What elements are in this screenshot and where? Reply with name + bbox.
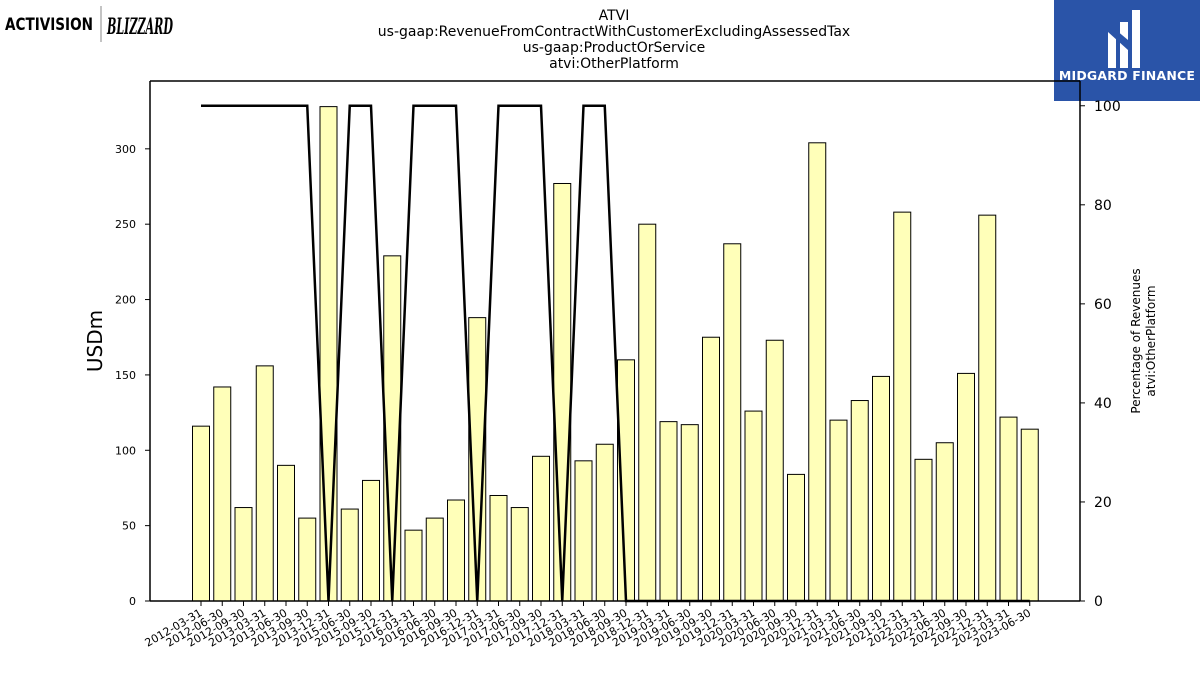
activision-blizzard-logo: ACTIVISION BLIZZARD — [4, 4, 176, 44]
x-axis-ticks: 2012-03-312012-06-302012-09-302013-03-31… — [143, 601, 1033, 650]
bar-2019-06-30 — [680, 424, 699, 602]
bar-2016-09-30 — [447, 499, 465, 602]
bar-2023-03-31 — [999, 416, 1018, 602]
bar-2021-06-30 — [850, 400, 869, 602]
bar-2015-06-30 — [340, 508, 359, 602]
bar-2022-03-31 — [914, 458, 933, 602]
bar-2013-12-31 — [319, 106, 338, 602]
bar-2016-06-30 — [425, 517, 444, 602]
title-line-2: us-gaap:RevenueFromContractWithCustomerE… — [378, 24, 850, 40]
y-tick-label: 50 — [122, 520, 136, 533]
y2-tick-label: 20 — [1094, 495, 1112, 511]
midgard-finance-logo: MIDGARD FINANCE — [1054, 0, 1200, 101]
activision-blizzard-logo-graphic: ACTIVISION BLIZZARD — [5, 6, 173, 42]
y-axis-label: USDm — [83, 310, 107, 372]
y2-tick-label: 40 — [1094, 396, 1112, 412]
bar-2022-12-31 — [978, 214, 997, 602]
y2-tick-label: 60 — [1094, 297, 1112, 313]
bar-2018-12-31 — [638, 223, 657, 602]
bar-2013-09-30 — [298, 517, 317, 602]
bar-2012-06-30 — [213, 386, 232, 602]
bar-2021-09-30 — [872, 375, 890, 602]
bar-2020-06-30 — [765, 339, 784, 602]
bar-2018-06-30 — [595, 443, 614, 602]
bar-2017-09-30 — [532, 455, 550, 602]
bar-2013-03-31 — [255, 365, 274, 602]
bar-series — [192, 106, 1039, 602]
chart-title: ATVI us-gaap:RevenueFromContractWithCust… — [378, 8, 850, 72]
bar-2022-06-30 — [935, 442, 954, 602]
y-tick-label: 250 — [115, 218, 136, 231]
bar-2012-03-31 — [192, 425, 210, 602]
bar-2012-09-30 — [234, 507, 253, 602]
bar-2015-12-31 — [383, 255, 402, 602]
bar-2022-09-30 — [957, 372, 975, 602]
y-tick-label: 300 — [115, 143, 136, 156]
bar-2021-12-31 — [893, 211, 912, 602]
bar-2017-03-31 — [489, 494, 508, 602]
bar-2020-12-31 — [808, 142, 827, 602]
bar-2017-12-31 — [553, 182, 572, 602]
title-line-3: us-gaap:ProductOrService — [523, 40, 706, 56]
bar-2021-03-31 — [829, 419, 848, 602]
midgard-finance-text: MIDGARD FINANCE — [1058, 68, 1196, 83]
y-tick-label: 100 — [115, 444, 136, 457]
bar-2015-09-30 — [362, 479, 380, 602]
bar-2019-12-31 — [723, 243, 742, 602]
midgard-emblem-icon — [1108, 10, 1140, 68]
y2-axis-ticks: 0 20 40 60 80 100 — [1080, 99, 1121, 610]
bar-2017-06-30 — [510, 507, 529, 602]
y-axis-ticks: 0 50 100 150 200 250 300 — [115, 143, 150, 608]
bar-2020-09-30 — [787, 473, 805, 602]
bar-2019-09-30 — [702, 336, 720, 602]
y2-axis-label-line-1: Percentage of Revenues — [1129, 268, 1143, 413]
y-tick-label: 0 — [129, 595, 136, 608]
y2-tick-label: 80 — [1094, 198, 1112, 214]
blizzard-wordmark: BLIZZARD — [106, 14, 173, 40]
y-tick-label: 200 — [115, 294, 136, 307]
y2-tick-label: 100 — [1094, 99, 1121, 115]
y-tick-label: 150 — [115, 369, 136, 382]
title-line-1: ATVI — [599, 8, 630, 24]
y2-axis-label-line-2: atvi:OtherPlatform — [1144, 285, 1158, 396]
bar-2019-03-31 — [659, 421, 678, 602]
bar-2016-03-31 — [404, 529, 423, 602]
title-line-4: atvi:OtherPlatform — [549, 56, 679, 72]
axes — [149, 80, 1081, 602]
bar-2018-03-31 — [574, 460, 593, 602]
y2-tick-label: 0 — [1094, 594, 1103, 610]
bar-2020-03-31 — [744, 410, 763, 602]
bar-2023-06-30 — [1020, 428, 1039, 602]
bar-2013-06-30 — [277, 464, 295, 602]
activision-wordmark: ACTIVISION — [5, 15, 93, 35]
